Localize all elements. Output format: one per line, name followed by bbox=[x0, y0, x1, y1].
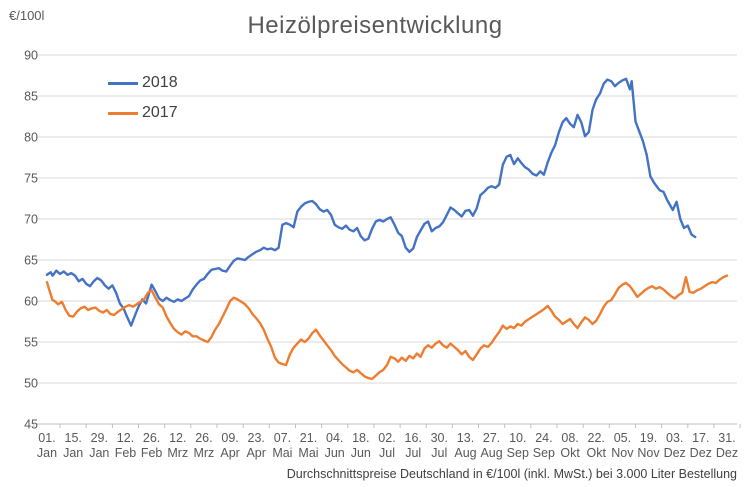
legend-label-2017: 2017 bbox=[142, 104, 178, 121]
x-tick-label: 05. Nov bbox=[611, 431, 634, 460]
chart-subtitle: Durchschnittspreise Deutschland in €/100… bbox=[286, 467, 737, 481]
x-tick-label: 10. Sep bbox=[507, 431, 529, 460]
y-tick-label: 45 bbox=[24, 418, 38, 432]
x-tick-label: 03. Dez bbox=[664, 431, 686, 460]
x-tick-label: 09. Apr bbox=[220, 431, 239, 460]
x-tick-label: 04. Jun bbox=[325, 431, 345, 460]
legend-item-2017: 2017 bbox=[108, 98, 178, 128]
y-tick-label: 55 bbox=[24, 336, 38, 350]
y-tick-label: 65 bbox=[24, 254, 38, 268]
x-tick-label: 22. Okt bbox=[586, 431, 606, 460]
legend-swatch-2018-line bbox=[108, 81, 138, 85]
legend-label-2018: 2018 bbox=[142, 74, 178, 91]
y-tick-label: 85 bbox=[24, 90, 38, 104]
x-tick-label: 07. Mai bbox=[272, 431, 292, 460]
legend-item-2018: 2018 bbox=[108, 68, 178, 98]
x-tick-label: 24. Sep bbox=[533, 431, 555, 460]
y-tick-label: 90 bbox=[24, 49, 38, 63]
x-tick-label: 17. Dez bbox=[690, 431, 712, 460]
x-tick-label: 15. Jan bbox=[63, 431, 83, 460]
y-tick-label: 50 bbox=[24, 377, 38, 391]
x-tick-label: 26. Mrz bbox=[193, 431, 214, 460]
x-tick-label: 12. Mrz bbox=[167, 431, 188, 460]
y-axis-unit-label: €/100l bbox=[9, 8, 45, 23]
legend-swatch-2017-line bbox=[108, 111, 138, 115]
x-tick-label: 29. Jan bbox=[89, 431, 109, 460]
y-tick-label: 75 bbox=[24, 172, 38, 186]
x-tick-label: 27. Aug bbox=[480, 431, 502, 460]
y-tick-label: 80 bbox=[24, 131, 38, 145]
x-tick-label: 08. Okt bbox=[560, 431, 580, 460]
x-tick-label: 01. Jan bbox=[37, 431, 57, 460]
x-tick-label: 13. Aug bbox=[454, 431, 476, 460]
x-tick-label: 23. Apr bbox=[246, 431, 265, 460]
x-tick-label: 30. Jul bbox=[431, 431, 448, 460]
y-tick-label: 70 bbox=[24, 213, 38, 227]
legend: 2018 2017 bbox=[108, 68, 178, 128]
x-tick-label: 18. Jun bbox=[351, 431, 371, 460]
chart-title: Heizölpreisentwicklung bbox=[247, 12, 503, 39]
x-tick-label: 31. Dez bbox=[716, 431, 738, 460]
x-tick-label: 16. Jul bbox=[405, 431, 422, 460]
x-tick-label: 21. Mai bbox=[298, 431, 318, 460]
x-tick-label: 19. Nov bbox=[637, 431, 660, 460]
series-line-2017 bbox=[45, 274, 729, 381]
y-tick-label: 60 bbox=[24, 295, 38, 309]
x-tick-label: 02. Jul bbox=[378, 431, 395, 460]
series-line-2018 bbox=[45, 77, 697, 327]
x-tick-label: 12. Feb bbox=[115, 431, 137, 460]
x-tick-label: 26. Feb bbox=[141, 431, 163, 460]
